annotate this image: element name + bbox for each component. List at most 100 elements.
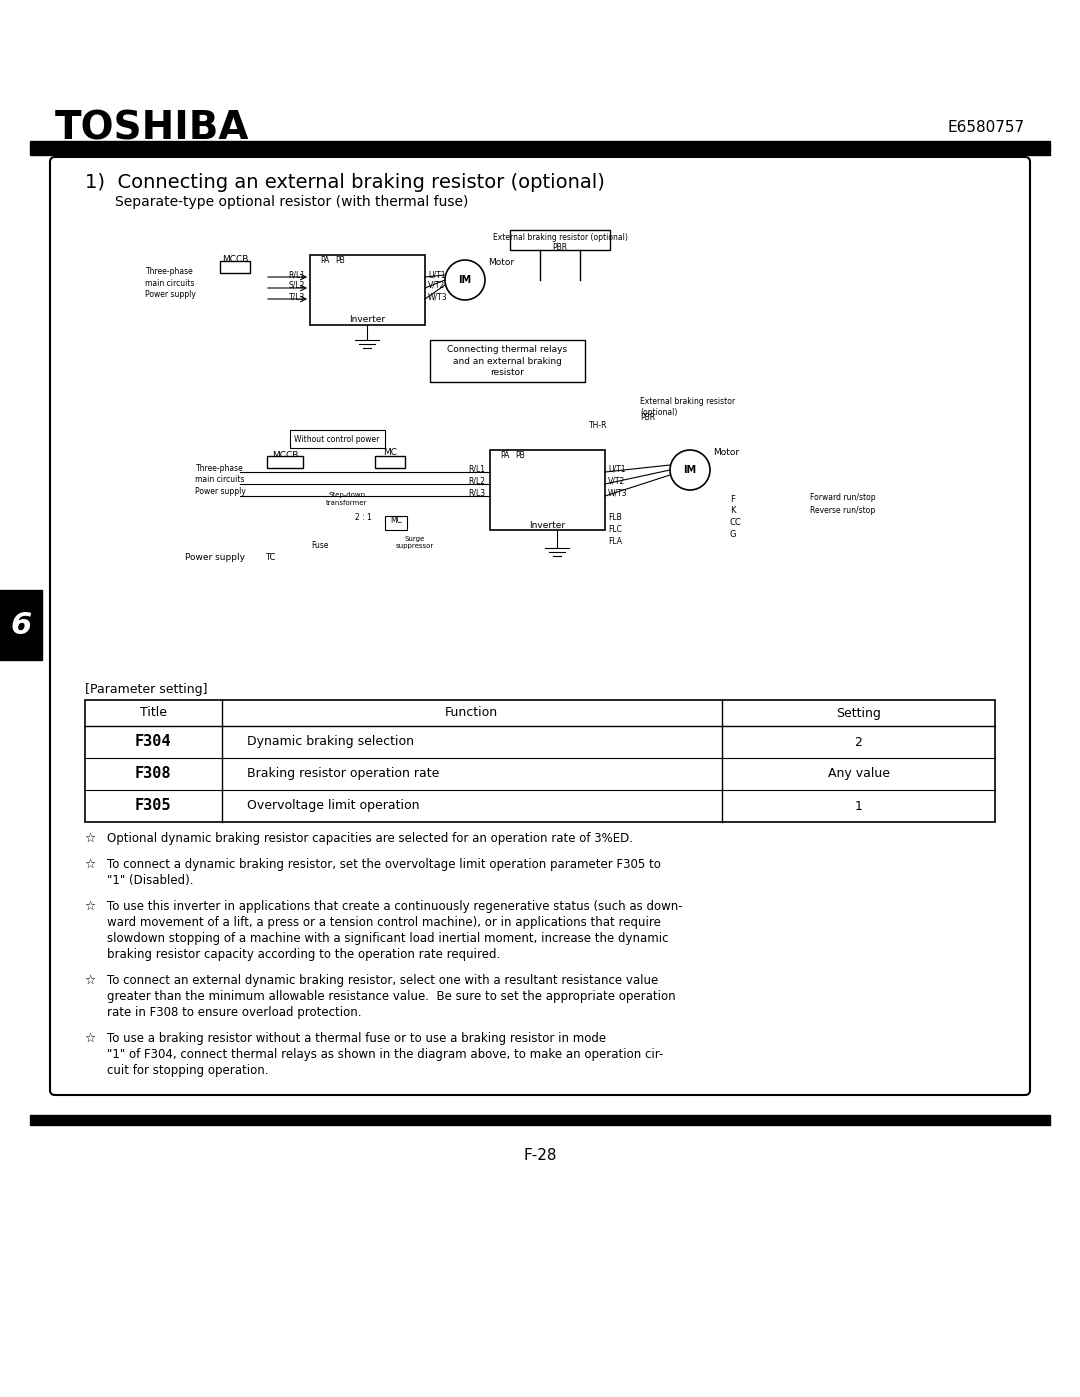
Text: External braking resistor
(optional): External braking resistor (optional) (640, 397, 735, 418)
Text: Power supply: Power supply (185, 553, 245, 562)
Text: PBR: PBR (553, 243, 568, 251)
Text: PB: PB (335, 256, 345, 265)
Text: Three-phase
main circuits
Power supply: Three-phase main circuits Power supply (194, 464, 245, 496)
Text: ☆: ☆ (84, 1032, 96, 1045)
Bar (310, 256, 426, 326)
Text: Motor: Motor (488, 258, 514, 267)
Text: F305: F305 (135, 799, 172, 813)
Text: U/T1: U/T1 (428, 270, 446, 279)
Text: Inverter: Inverter (349, 316, 386, 324)
Text: CC: CC (730, 518, 742, 527)
Text: To use this inverter in applications that create a continuously regenerative sta: To use this inverter in applications tha… (107, 900, 683, 914)
Text: R/L1: R/L1 (288, 270, 305, 279)
Text: Overvoltage limit operation: Overvoltage limit operation (246, 799, 419, 813)
Text: Dynamic braking selection: Dynamic braking selection (246, 735, 414, 749)
Bar (375, 455, 405, 468)
Bar (220, 261, 249, 272)
Bar (510, 231, 610, 250)
Text: To connect an external dynamic braking resistor, select one with a resultant res: To connect an external dynamic braking r… (107, 974, 658, 988)
Circle shape (670, 450, 710, 490)
Text: MC: MC (383, 448, 397, 457)
Text: slowdown stopping of a machine with a significant load inertial moment, increase: slowdown stopping of a machine with a si… (107, 932, 669, 944)
Text: IM: IM (458, 275, 472, 285)
Text: K: K (730, 506, 735, 515)
Circle shape (445, 260, 485, 300)
Text: Connecting thermal relays
and an external braking
resistor: Connecting thermal relays and an externa… (447, 345, 567, 377)
Text: TOSHIBA: TOSHIBA (55, 109, 249, 147)
Text: 2 : 1: 2 : 1 (355, 513, 372, 522)
Text: 6: 6 (11, 610, 31, 640)
Text: Step-down
transformer: Step-down transformer (326, 493, 367, 506)
Text: greater than the minimum allowable resistance value.  Be sure to set the appropr: greater than the minimum allowable resis… (107, 990, 676, 1003)
Text: F308: F308 (135, 767, 172, 781)
Text: Three-phase
main circuits
Power supply: Three-phase main circuits Power supply (145, 267, 195, 299)
Text: ☆: ☆ (84, 974, 96, 988)
Text: Any value: Any value (827, 767, 890, 781)
Text: E6580757: E6580757 (948, 120, 1025, 136)
Text: PA: PA (321, 256, 329, 265)
Text: External braking resistor (optional): External braking resistor (optional) (492, 232, 627, 242)
Bar (267, 455, 303, 468)
Bar (490, 450, 605, 529)
Text: FLB: FLB (608, 513, 622, 522)
Bar (430, 339, 585, 381)
Text: F: F (730, 495, 734, 504)
Text: Setting: Setting (836, 707, 881, 719)
Text: Fuse: Fuse (311, 541, 328, 550)
Text: G: G (730, 529, 737, 539)
Text: T/L3: T/L3 (288, 292, 305, 300)
Bar (291, 430, 384, 448)
Bar (384, 515, 407, 529)
Bar (85, 700, 995, 821)
Text: R/L1: R/L1 (468, 465, 485, 474)
Text: U/T1: U/T1 (608, 465, 625, 474)
Text: Braking resistor operation rate: Braking resistor operation rate (246, 767, 438, 781)
Text: Separate-type optional resistor (with thermal fuse): Separate-type optional resistor (with th… (114, 196, 469, 210)
Text: W/T3: W/T3 (428, 292, 447, 300)
Text: ☆: ☆ (84, 858, 96, 870)
Text: Forward run/stop: Forward run/stop (810, 493, 876, 502)
Text: R/L2: R/L2 (468, 476, 485, 486)
Text: W/T3: W/T3 (608, 489, 627, 497)
Text: IM: IM (684, 465, 697, 475)
Text: F304: F304 (135, 735, 172, 750)
Bar (0, 590, 42, 659)
Text: PA: PA (500, 451, 510, 460)
Text: 1: 1 (854, 799, 863, 813)
Text: TC: TC (265, 553, 275, 562)
Bar (30, 141, 1050, 155)
Text: Surge
suppressor: Surge suppressor (396, 535, 434, 549)
Text: FLC: FLC (608, 525, 622, 534)
Text: To connect a dynamic braking resistor, set the overvoltage limit operation param: To connect a dynamic braking resistor, s… (107, 858, 661, 870)
Text: MC: MC (390, 515, 402, 525)
Text: ☆: ☆ (84, 900, 96, 914)
Text: Reverse run/stop: Reverse run/stop (810, 506, 875, 515)
Text: PB: PB (515, 451, 525, 460)
Text: MCCB: MCCB (272, 450, 298, 460)
Text: F-28: F-28 (523, 1147, 557, 1162)
Text: S/L2: S/L2 (288, 281, 305, 291)
Text: V/T2: V/T2 (428, 281, 445, 291)
Text: Optional dynamic braking resistor capacities are selected for an operation rate : Optional dynamic braking resistor capaci… (107, 833, 633, 845)
Text: TH-R: TH-R (589, 420, 607, 430)
Text: Function: Function (445, 707, 498, 719)
Text: cuit for stopping operation.: cuit for stopping operation. (107, 1065, 269, 1077)
Text: braking resistor capacity according to the operation rate required.: braking resistor capacity according to t… (107, 949, 500, 961)
FancyBboxPatch shape (50, 156, 1030, 1095)
Text: PBR: PBR (640, 414, 656, 422)
Bar (30, 1115, 1050, 1125)
Text: ward movement of a lift, a press or a tension control machine), or in applicatio: ward movement of a lift, a press or a te… (107, 916, 661, 929)
Text: V/T2: V/T2 (608, 476, 625, 486)
Text: Inverter: Inverter (529, 521, 565, 529)
Text: MCCB: MCCB (221, 256, 248, 264)
Text: FLA: FLA (608, 536, 622, 546)
Text: R/L3: R/L3 (468, 489, 485, 497)
Text: Without control power: Without control power (295, 434, 380, 443)
Text: 1)  Connecting an external braking resistor (optional): 1) Connecting an external braking resist… (85, 173, 605, 193)
Text: Motor: Motor (713, 448, 739, 457)
Text: [Parameter setting]: [Parameter setting] (85, 683, 207, 697)
Text: To use a braking resistor without a thermal fuse or to use a braking resistor in: To use a braking resistor without a ther… (107, 1032, 606, 1045)
Text: rate in F308 to ensure overload protection.: rate in F308 to ensure overload protecti… (107, 1006, 362, 1018)
Text: "1" of F304, connect thermal relays as shown in the diagram above, to make an op: "1" of F304, connect thermal relays as s… (107, 1048, 663, 1060)
Text: ☆: ☆ (84, 833, 96, 845)
